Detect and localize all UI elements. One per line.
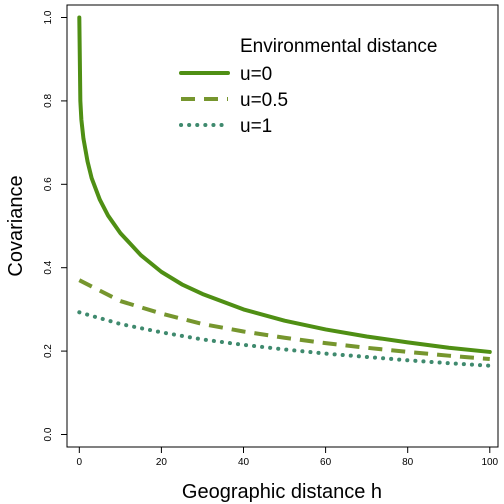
x-tick-label: 0	[77, 457, 83, 468]
x-tick-label: 40	[238, 457, 250, 468]
series-line-u0	[77, 15, 492, 354]
x-tick-label: 100	[481, 457, 498, 468]
plot-frame	[66, 4, 499, 448]
x-axis: 0 20 40 60 80 100	[77, 447, 499, 468]
series-line-u1	[77, 310, 492, 368]
legend: Environmental distance u=0 u=0.5 u=1	[179, 36, 438, 137]
y-tick-label: 0.8	[43, 94, 54, 108]
x-tick-label: 60	[320, 457, 332, 468]
y-axis-title: Covariance	[5, 175, 27, 276]
legend-label-u0: u=0	[240, 64, 272, 85]
legend-label-u05: u=0.5	[240, 90, 288, 111]
y-tick-label: 1.0	[43, 10, 54, 24]
x-tick-label: 80	[402, 457, 414, 468]
x-tick-label: 20	[156, 457, 168, 468]
y-tick-label: 0.6	[43, 177, 54, 191]
y-tick-label: 0.2	[43, 344, 54, 358]
legend-label-u1: u=1	[240, 116, 272, 137]
series-line-u05	[78, 278, 490, 362]
legend-title: Environmental distance	[240, 36, 438, 57]
y-tick-label: 0.0	[43, 427, 54, 441]
series-layer	[77, 15, 492, 368]
y-tick-label: 0.4	[43, 260, 54, 274]
y-axis: 0.0 0.2 0.4 0.6 0.8 1.0	[43, 10, 67, 441]
x-axis-title: Geographic distance h	[182, 481, 382, 503]
